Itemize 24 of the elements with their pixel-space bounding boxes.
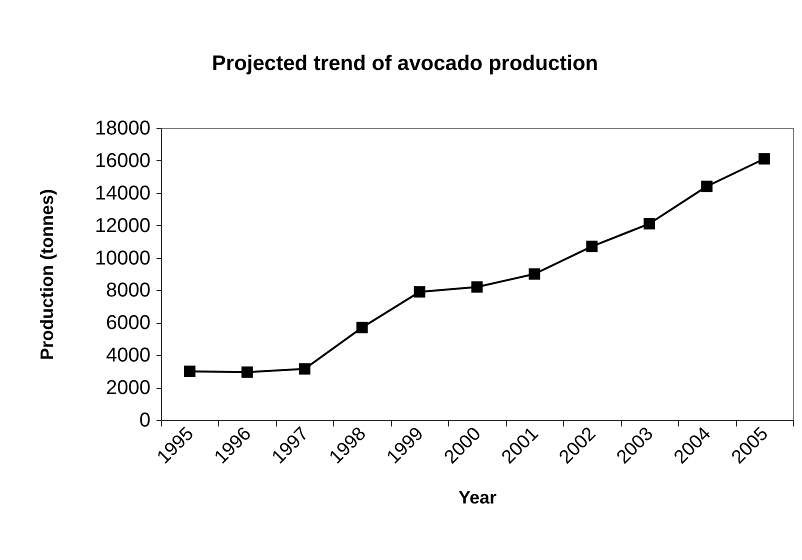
y-tick-label: 8000 [106,280,150,302]
point [356,322,368,334]
y-tick-label: 6000 [106,312,150,334]
point [644,218,656,230]
y-tick-label: 16000 [94,150,150,172]
y-axis-title: Production (tonnes) [36,189,57,360]
point [241,366,253,378]
point [184,366,196,378]
point [701,180,713,192]
y-tick-label: 14000 [94,182,150,204]
point [414,286,426,298]
y-tick-label: 12000 [94,214,150,237]
point [586,240,598,252]
y-tick-label: 0 [139,410,150,432]
y-tick-label: 18000 [94,118,150,140]
point [471,281,483,293]
y-tick-label: 2000 [106,377,150,400]
point [528,268,540,280]
point [758,153,770,165]
y-tick-label: 10000 [94,247,150,270]
chart-title: Projected trend of avocado production [212,52,598,75]
y-tick-label: 4000 [106,344,150,367]
x-axis-title: Year [458,487,497,508]
point [298,363,310,375]
